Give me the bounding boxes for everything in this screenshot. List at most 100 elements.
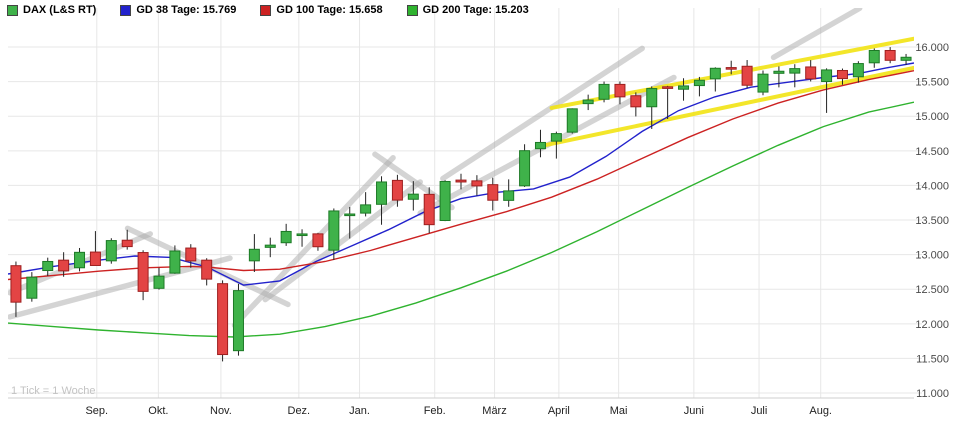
legend-item-gd200[interactable]: GD 200 Tage: 15.203 xyxy=(406,4,529,16)
candle xyxy=(169,245,181,274)
y-axis-tick-label: 11.000 xyxy=(916,388,949,400)
candle-body xyxy=(312,233,324,248)
legend-item-gd100[interactable]: GD 100 Tage: 15.658 xyxy=(260,4,383,16)
candle xyxy=(137,250,149,301)
legend-label-gd200: GD 200 Tage: 15.203 xyxy=(422,4,529,16)
candle xyxy=(709,67,721,92)
candle-body xyxy=(709,67,721,80)
candle-body xyxy=(26,276,38,299)
candle-body xyxy=(519,150,531,187)
candle-body xyxy=(821,69,833,83)
x-axis-month-label: April xyxy=(548,405,570,417)
gd100-series-swatch-icon xyxy=(260,4,272,16)
candle-body xyxy=(105,240,117,262)
candle xyxy=(248,234,260,272)
candle-body xyxy=(89,251,101,266)
candle xyxy=(376,176,388,225)
candle xyxy=(741,60,753,89)
candle-body xyxy=(391,179,403,201)
candle-body xyxy=(471,180,483,187)
candle-body xyxy=(773,70,785,74)
candle xyxy=(26,272,38,302)
candle xyxy=(519,144,531,187)
candle xyxy=(391,174,403,207)
candle xyxy=(900,53,912,66)
candle-body xyxy=(74,251,86,269)
candle-body xyxy=(137,252,149,292)
candle xyxy=(550,131,562,159)
candle xyxy=(614,81,626,105)
trend-line-yellow xyxy=(536,65,914,149)
candle xyxy=(407,181,419,211)
x-axis-month-label: Mai xyxy=(610,405,628,417)
tick-interval-watermark: 1 Tick = 1 Woche xyxy=(11,385,96,397)
gd38-series-swatch-icon xyxy=(120,4,132,16)
trend-line-gray xyxy=(372,151,455,211)
candle-body xyxy=(852,63,864,78)
dax-series-swatch-icon xyxy=(7,4,18,16)
candles xyxy=(10,47,912,362)
candle xyxy=(232,283,244,356)
x-axis-month-label: Okt. xyxy=(148,405,168,417)
candle xyxy=(773,66,785,88)
candle xyxy=(598,81,610,103)
y-axis-tick-label: 14.500 xyxy=(915,146,949,158)
candle xyxy=(185,244,197,268)
candle xyxy=(423,187,435,234)
x-axis-month-label: Aug. xyxy=(809,405,832,417)
candle-body xyxy=(614,83,626,98)
gd200-series-swatch-icon xyxy=(406,4,418,16)
x-axis-month-label: März xyxy=(482,405,506,417)
x-axis-month-label: Dez. xyxy=(288,405,311,417)
y-axis-tick-label: 11.500 xyxy=(916,353,949,365)
candle-body xyxy=(900,56,912,61)
candle-body xyxy=(169,250,181,274)
trend-line-gray xyxy=(8,255,233,320)
candle xyxy=(439,180,451,222)
candle xyxy=(344,206,356,239)
candle xyxy=(455,173,467,190)
candle xyxy=(582,94,594,111)
y-axis-tick-label: 12.500 xyxy=(915,284,949,296)
candle-body xyxy=(884,49,896,61)
candle-body xyxy=(232,290,244,352)
candle xyxy=(201,258,213,286)
candle-body xyxy=(248,248,260,262)
candle xyxy=(328,208,340,261)
candle-body xyxy=(678,85,690,90)
candle xyxy=(89,231,101,266)
candle-body xyxy=(662,86,674,89)
candle xyxy=(280,223,292,246)
candle-body xyxy=(455,179,467,183)
candle xyxy=(42,257,54,276)
legend-item-gd38[interactable]: GD 38 Tage: 15.769 xyxy=(120,4,236,16)
candle xyxy=(296,229,308,247)
candle-body xyxy=(376,181,388,205)
candle xyxy=(725,60,737,75)
legend-label-dax: DAX (L&S RT) xyxy=(23,4,97,16)
candle xyxy=(789,64,801,88)
x-axis-month-label: Sep. xyxy=(85,405,108,417)
candle-body xyxy=(217,283,229,356)
candle-body xyxy=(503,190,515,201)
ma-line-gd200 xyxy=(8,101,914,338)
legend-item-dax[interactable]: DAX (L&S RT) xyxy=(7,4,96,16)
legend-label-gd38: GD 38 Tage: 15.769 xyxy=(136,4,237,16)
candle-body xyxy=(201,259,213,280)
candle-body xyxy=(566,108,578,133)
candle-body xyxy=(280,230,292,244)
candle-body xyxy=(598,83,610,100)
candle xyxy=(630,92,642,117)
candle xyxy=(153,267,165,290)
candle-body xyxy=(344,213,356,217)
candle xyxy=(471,175,483,196)
y-axis-tick-label: 13.000 xyxy=(915,250,949,262)
candle xyxy=(10,261,22,317)
legend-label-gd100: GD 100 Tage: 15.658 xyxy=(276,4,383,16)
candle xyxy=(566,108,578,134)
candle xyxy=(646,86,658,129)
y-axis-tick-label: 16.000 xyxy=(915,42,949,54)
candle xyxy=(487,177,499,211)
x-axis-month-label: Juni xyxy=(684,405,704,417)
